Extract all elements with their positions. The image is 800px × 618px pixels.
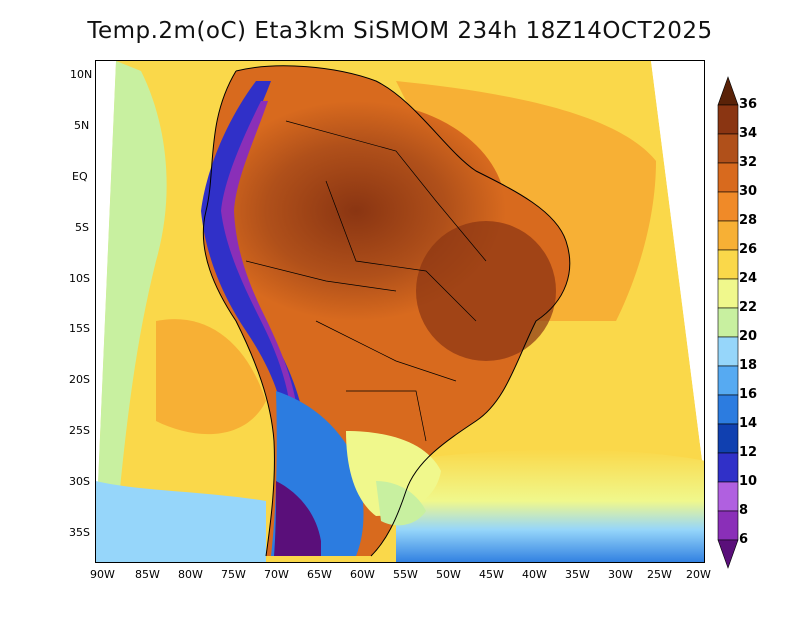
colorbar-bottom-arrow xyxy=(717,539,739,569)
lon-label-85w: 85W xyxy=(135,568,160,581)
lon-label-60w: 60W xyxy=(350,568,375,581)
colorbar-label: 20 xyxy=(739,329,758,344)
lon-label-25w: 25W xyxy=(647,568,672,581)
lat-label-25s: 25S xyxy=(69,424,90,437)
colorbar-segment xyxy=(717,278,739,309)
colorbar-segment xyxy=(717,162,739,193)
temperature-colorbar xyxy=(717,76,739,569)
lat-label-10n: 10N xyxy=(70,68,93,81)
pampas-moderate xyxy=(346,431,441,516)
lat-label-eq: EQ xyxy=(72,170,88,183)
lon-label-65w: 65W xyxy=(307,568,332,581)
colorbar-segment xyxy=(717,307,739,338)
map-title: Temp.2m(oC) Eta3km SiSMOM 234h 18Z14OCT2… xyxy=(87,18,713,44)
coastline xyxy=(235,65,571,557)
lon-label-90w: 90W xyxy=(90,568,115,581)
colorbar-label: 34 xyxy=(739,126,758,141)
pacific-cool-band xyxy=(96,61,167,531)
colorbar-top-arrow xyxy=(717,76,739,106)
lat-label-5n: 5N xyxy=(74,119,90,132)
west-coastline xyxy=(202,70,275,557)
outside-domain-right xyxy=(651,61,704,476)
andes-cold-stripe xyxy=(201,81,309,556)
colorbar-segment xyxy=(717,365,739,396)
colorbar-label: 22 xyxy=(739,300,758,315)
lon-label-20w: 20W xyxy=(686,568,711,581)
lat-label-30s: 30S xyxy=(69,475,90,488)
colorbar-segment xyxy=(717,510,739,541)
lat-label-20s: 20S xyxy=(69,373,90,386)
pacific-warm-patch xyxy=(156,319,266,435)
colorbar-label: 10 xyxy=(739,474,758,489)
colorbar-segment xyxy=(717,423,739,454)
uruguay-cool xyxy=(376,481,426,526)
lon-label-75w: 75W xyxy=(221,568,246,581)
lon-label-80w: 80W xyxy=(178,568,203,581)
colorbar-label: 14 xyxy=(739,416,758,431)
lat-label-10s: 10S xyxy=(69,272,90,285)
colorbar-segment xyxy=(717,249,739,280)
south-pacific-cool xyxy=(96,481,266,562)
country-borders xyxy=(245,120,487,442)
patagonia-coldest xyxy=(274,481,321,556)
map-frame xyxy=(95,60,705,563)
lat-label-15s: 15S xyxy=(69,322,90,335)
lon-label-40w: 40W xyxy=(522,568,547,581)
lat-label-5s: 5S xyxy=(75,221,89,234)
colorbar-label: 32 xyxy=(739,155,758,170)
colorbar-label: 12 xyxy=(739,445,758,460)
south-atlantic xyxy=(396,449,704,562)
temperature-map xyxy=(96,61,704,562)
colorbar-label: 30 xyxy=(739,184,758,199)
lat-label-35s: 35S xyxy=(69,526,90,539)
lon-label-45w: 45W xyxy=(479,568,504,581)
colorbar-label: 24 xyxy=(739,271,758,286)
colorbar-segment xyxy=(717,336,739,367)
lon-label-55w: 55W xyxy=(393,568,418,581)
colorbar-label: 6 xyxy=(739,532,749,547)
lon-label-50w: 50W xyxy=(436,568,461,581)
colorbar-label: 26 xyxy=(739,242,758,257)
colorbar-label: 16 xyxy=(739,387,758,402)
lon-label-35w: 35W xyxy=(565,568,590,581)
colorbar-segment xyxy=(717,394,739,425)
lon-label-70w: 70W xyxy=(264,568,289,581)
colorbar-segment xyxy=(717,481,739,512)
colorbar-label: 18 xyxy=(739,358,758,373)
colorbar-segment xyxy=(717,133,739,164)
lon-label-30w: 30W xyxy=(608,568,633,581)
colorbar-label: 8 xyxy=(739,503,749,518)
colorbar-segment xyxy=(717,220,739,251)
colorbar-segment xyxy=(717,104,739,135)
colorbar-segment xyxy=(717,452,739,483)
colorbar-segment xyxy=(717,191,739,222)
northeast-hot-core xyxy=(416,221,556,361)
colorbar-label: 36 xyxy=(739,97,758,112)
colorbar-label: 28 xyxy=(739,213,758,228)
